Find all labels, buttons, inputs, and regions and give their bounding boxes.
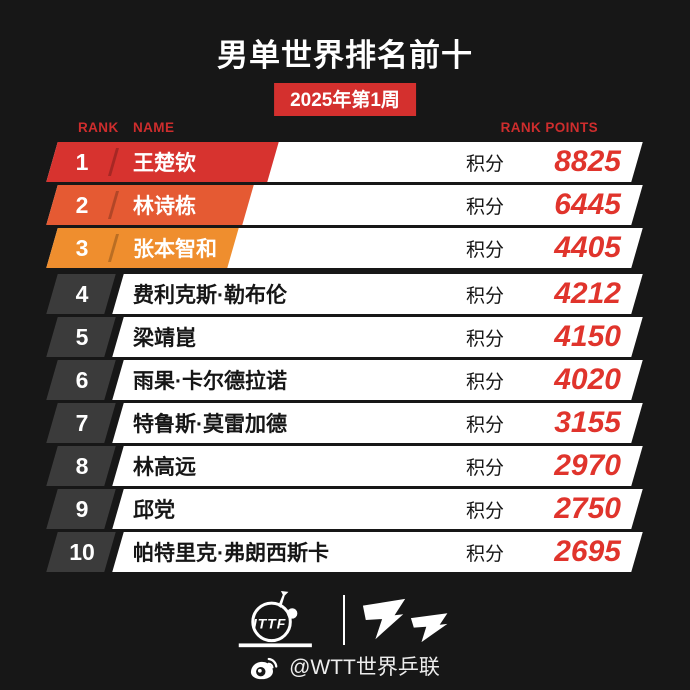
points-value: 4405 <box>554 231 621 264</box>
column-headers: RANK NAME RANK POINTS <box>0 120 690 138</box>
ranking-row-8: 8 林高远 积分 2970 <box>46 446 643 486</box>
page-title: 男单世界排名前十 <box>217 38 473 73</box>
points-label: 积分 <box>465 543 504 565</box>
points-value: 4150 <box>554 320 621 353</box>
ranking-row-2: 2 林诗栋 积分 6445 <box>46 185 643 225</box>
player-name: 梁靖崑 <box>133 327 196 350</box>
player-name: 邱党 <box>133 499 175 522</box>
points-value: 6445 <box>554 188 621 221</box>
footer-logos: ITTF <box>0 590 690 650</box>
player-name: 特鲁斯·莫雷加德 <box>133 413 287 436</box>
rank-number: 7 <box>75 409 89 436</box>
weibo-handle-text: @WTT世界乒联 <box>289 656 440 679</box>
ranking-table: 1 王楚钦 积分 8825 2 林诗栋 积分 6445 <box>46 142 643 575</box>
points-label: 积分 <box>465 328 504 350</box>
ranking-row-3: 3 张本智和 积分 4405 <box>46 228 643 268</box>
points-label: 积分 <box>465 196 504 218</box>
ranking-row-9: 9 邱党 积分 2750 <box>46 489 643 529</box>
points-label: 积分 <box>465 414 504 436</box>
rank-number: 2 <box>75 191 89 218</box>
rank-number: 8 <box>75 452 89 479</box>
social-handle: @WTT世界乒联 <box>0 651 690 681</box>
points-value: 2695 <box>554 535 621 568</box>
points-label: 积分 <box>465 239 504 261</box>
ball <box>287 608 298 619</box>
rank-number: 3 <box>75 234 89 261</box>
col-header-name: NAME <box>133 120 175 135</box>
points-value: 3155 <box>554 406 621 439</box>
racket-handle <box>278 590 289 608</box>
ittf-logo-text: ITTF <box>253 615 286 631</box>
player-name: 王楚钦 <box>133 152 196 175</box>
ranking-row-6: 6 雨果·卡尔德拉诺 积分 4020 <box>46 360 643 400</box>
player-name: 帕特里克·弗朗西斯卡 <box>133 542 329 565</box>
rank-number: 6 <box>75 366 89 393</box>
points-label: 积分 <box>465 457 504 479</box>
points-value: 4020 <box>554 363 621 396</box>
ittf-logo-icon: ITTF <box>238 590 312 648</box>
player-name: 林诗栋 <box>133 195 196 218</box>
player-name: 费利克斯·勒布伦 <box>133 284 287 307</box>
player-name: 林高远 <box>133 456 196 479</box>
points-label: 积分 <box>465 153 504 175</box>
table-line <box>238 643 312 648</box>
col-header-points: RANK POINTS <box>500 120 598 135</box>
ranking-row-10: 10 帕特里克·弗朗西斯卡 积分 2695 <box>46 532 643 572</box>
logo-divider <box>343 595 345 645</box>
points-label: 积分 <box>465 371 504 393</box>
rank-number: 1 <box>75 148 89 175</box>
points-value: 2750 <box>554 492 621 525</box>
points-value: 2970 <box>554 449 621 482</box>
points-value: 4212 <box>554 277 621 310</box>
ranking-row-5: 5 梁靖崑 积分 4150 <box>46 317 643 357</box>
points-value: 8825 <box>554 145 621 178</box>
points-label: 积分 <box>465 500 504 522</box>
col-header-rank: RANK <box>78 120 119 135</box>
rank-number: 5 <box>75 323 89 350</box>
wtt-logo-icon <box>362 598 448 643</box>
rank-number: 4 <box>75 280 89 307</box>
ranking-row-7: 7 特鲁斯·莫雷加德 积分 3155 <box>46 403 643 443</box>
week-badge: 2025年第1周 <box>274 83 416 116</box>
player-name: 张本智和 <box>133 238 217 261</box>
rank-number: 9 <box>75 495 89 522</box>
points-label: 积分 <box>465 285 504 307</box>
player-name: 雨果·卡尔德拉诺 <box>133 370 287 393</box>
rank-number: 10 <box>69 538 95 565</box>
ranking-row-1: 1 王楚钦 积分 8825 <box>46 142 643 182</box>
weibo-icon <box>251 657 278 679</box>
ranking-row-4: 4 费利克斯·勒布伦 积分 4212 <box>46 274 643 314</box>
